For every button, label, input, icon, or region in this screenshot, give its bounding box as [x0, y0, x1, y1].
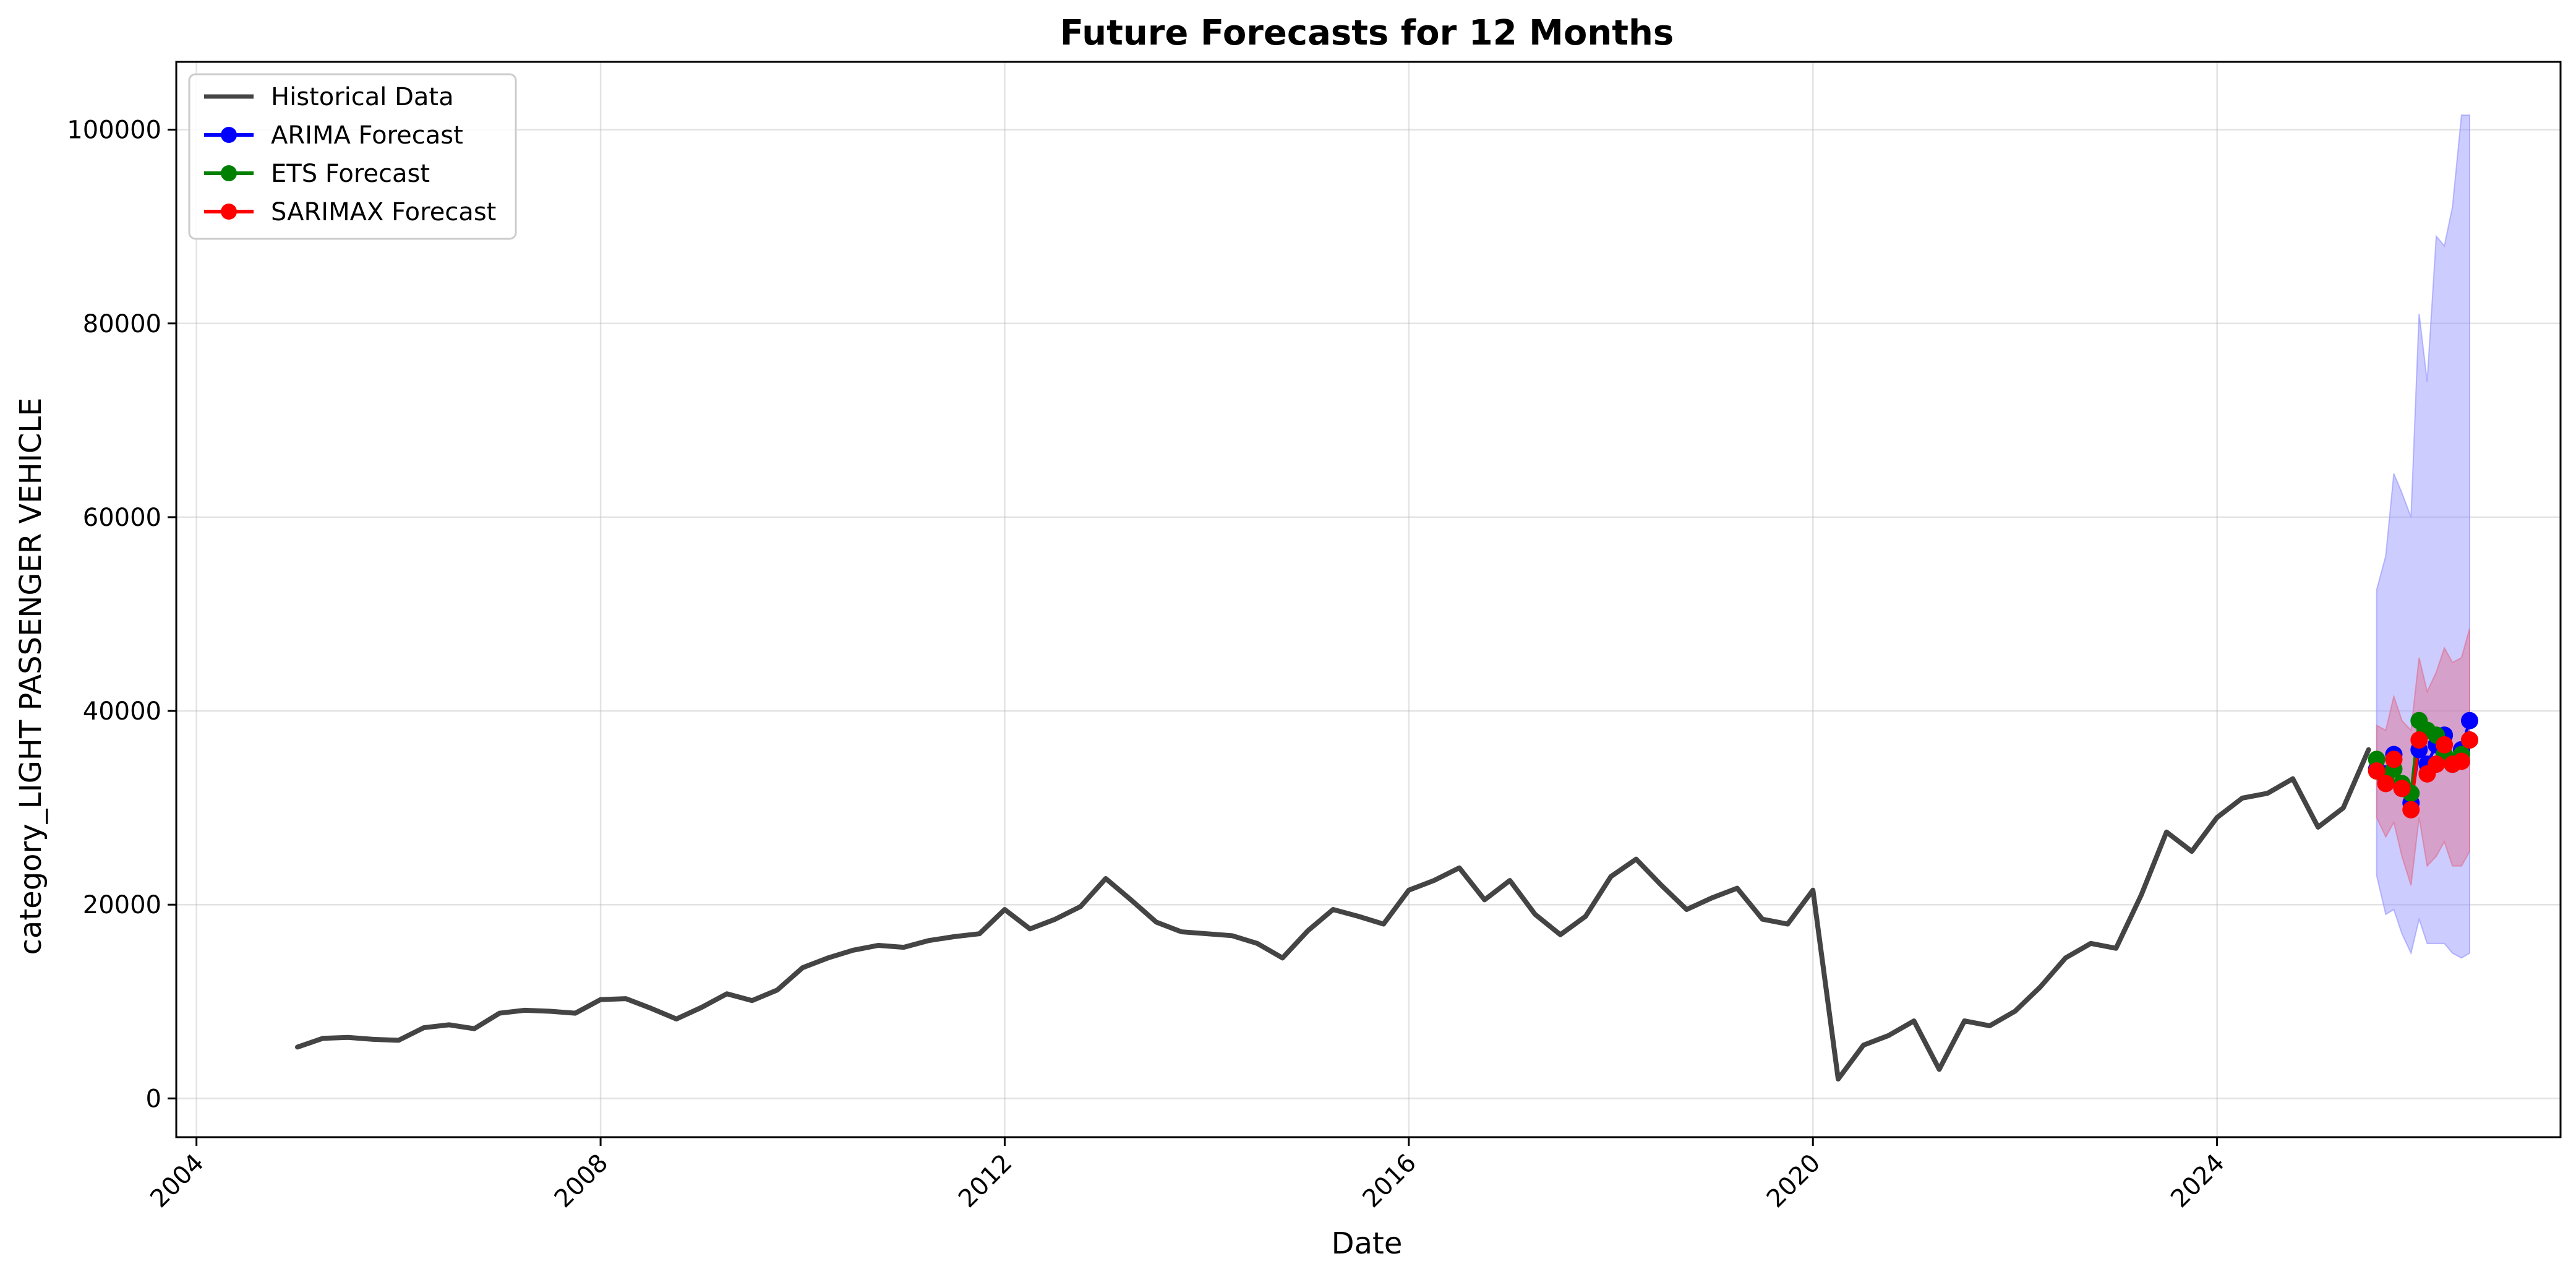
series-markers: [2368, 712, 2478, 819]
legend-marker-sarimax: [221, 204, 237, 220]
legend-label-historical: Historical Data: [271, 83, 454, 111]
chart-title: Future Forecasts for 12 Months: [1060, 13, 1674, 53]
plot-frame: [175, 61, 2562, 1138]
legend-label-sarimax: SARIMAX Forecast: [271, 198, 496, 226]
legend-marker-arima: [221, 127, 237, 143]
sarimax-forecast-point: [2436, 736, 2454, 754]
sarimax-forecast-point: [2368, 762, 2386, 780]
legend: Historical Data ARIMA Forecast ETS Forec…: [188, 73, 517, 240]
y-tick-label: 40000: [83, 697, 161, 726]
legend-marker-ets: [221, 165, 237, 181]
grid-layer: [176, 62, 2561, 1137]
x-axis-title: Date: [1332, 1226, 1403, 1261]
arima-forecast-point: [2460, 712, 2478, 729]
sarimax-forecast-point: [2428, 755, 2445, 773]
y-tick-label: 60000: [83, 504, 161, 532]
y-tick-label: 80000: [83, 310, 161, 338]
sarimax-forecast-point: [2402, 801, 2420, 819]
legend-box: [188, 73, 517, 240]
legend-label-ets: ETS Forecast: [271, 160, 430, 188]
y-tick-label: 0: [146, 1085, 161, 1113]
sarimax-forecast-point: [2385, 750, 2403, 768]
sarimax-forecast-point: [2377, 775, 2395, 793]
sarimax-forecast-point: [2393, 780, 2411, 798]
y-tick-label: 20000: [83, 891, 161, 919]
legend-label-arima: ARIMA Forecast: [271, 121, 463, 150]
sarimax-forecast-point: [2452, 752, 2470, 770]
y-axis-title: category_LIGHT PASSENGER VEHICLE: [14, 398, 48, 955]
historical-data-line: [295, 747, 2371, 1082]
sarimax-forecast-point: [2460, 731, 2478, 749]
y-tick-label: 100000: [67, 116, 161, 145]
sarimax-forecast-point: [2410, 731, 2428, 749]
